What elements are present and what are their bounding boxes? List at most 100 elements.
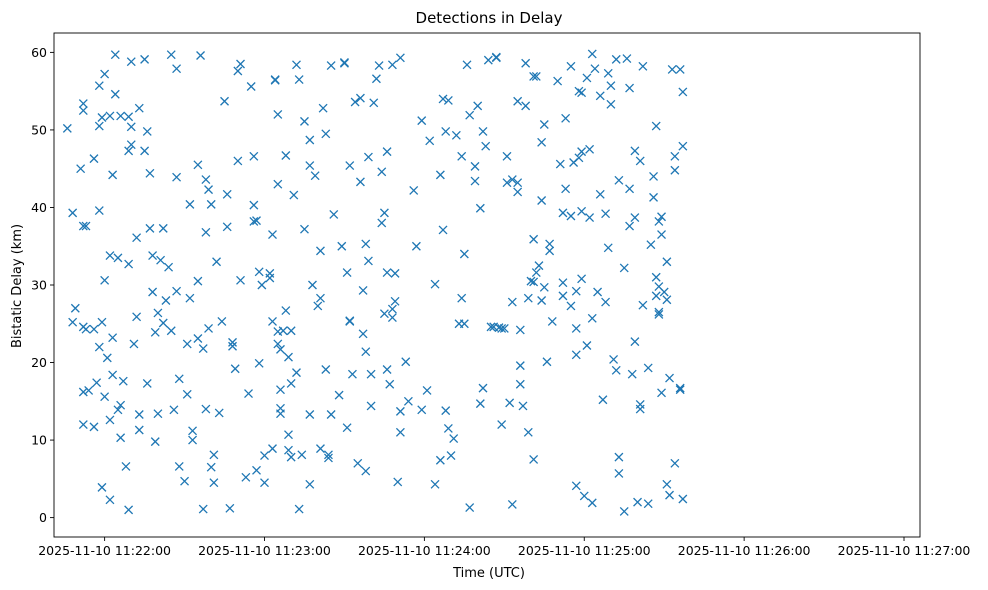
detection-marker (268, 316, 277, 326)
detection-marker (622, 54, 632, 64)
detection-marker (654, 216, 664, 226)
detection-marker (401, 357, 411, 367)
detection-marker (577, 274, 587, 284)
detection-marker (289, 190, 299, 200)
detection-marker (665, 373, 674, 383)
detection-marker (153, 308, 163, 318)
detection-marker (233, 66, 243, 76)
x-tick-label: 2025-11-10 11:25:00 (518, 543, 651, 558)
detection-marker (174, 374, 184, 384)
detection-marker (595, 91, 605, 101)
detection-marker (638, 61, 648, 71)
detection-marker (78, 221, 88, 231)
detection-marker (236, 275, 245, 285)
detection-marker (470, 161, 480, 171)
detection-marker (387, 304, 397, 314)
detection-marker (651, 272, 661, 282)
detection-marker (678, 141, 688, 151)
detection-marker (473, 101, 483, 111)
detection-marker (499, 323, 509, 333)
detection-marker (126, 122, 136, 132)
detection-marker (355, 93, 365, 103)
detection-marker (334, 390, 344, 400)
detection-marker (345, 161, 355, 171)
detection-marker (182, 339, 192, 349)
detection-marker (124, 259, 134, 269)
detection-marker (212, 257, 222, 267)
detection-marker (236, 59, 245, 69)
detection-marker (204, 323, 214, 333)
detection-marker (260, 478, 269, 488)
detection-marker (451, 130, 461, 140)
detection-marker (462, 60, 472, 70)
detection-marker (547, 316, 557, 326)
detection-marker (196, 51, 206, 60)
detection-marker (587, 498, 597, 508)
detection-marker (478, 127, 488, 136)
detection-marker (156, 255, 166, 265)
detection-marker (555, 159, 565, 169)
detection-marker (233, 156, 243, 166)
y-tick-label: 30 (31, 278, 47, 293)
detection-marker (276, 344, 285, 354)
detection-marker (395, 53, 405, 63)
detection-marker (606, 81, 616, 91)
detection-marker (342, 268, 352, 278)
detection-marker (201, 404, 211, 414)
detection-marker (166, 326, 176, 336)
detection-marker (449, 434, 459, 443)
detection-marker (430, 279, 440, 289)
detection-marker (94, 342, 104, 352)
detection-marker (542, 357, 552, 367)
detection-marker (430, 479, 440, 489)
detection-marker (113, 253, 123, 263)
detection-marker (459, 249, 469, 259)
detection-marker (347, 369, 357, 379)
detection-marker (651, 121, 661, 131)
detection-marker (220, 96, 229, 106)
detection-marker (571, 286, 581, 296)
detection-marker (132, 312, 142, 322)
detection-marker (284, 445, 293, 455)
detection-marker (300, 224, 309, 234)
detection-marker (497, 323, 507, 333)
detection-marker (582, 341, 592, 350)
detection-marker (513, 178, 523, 188)
detection-marker (94, 206, 104, 216)
detection-marker (601, 209, 611, 219)
detection-marker (97, 317, 107, 327)
x-tick-label: 2025-11-10 11:23:00 (198, 543, 331, 558)
detection-marker (355, 177, 365, 187)
detection-marker (206, 199, 216, 209)
detection-marker (70, 303, 80, 313)
detection-marker (635, 156, 645, 166)
detection-marker (142, 379, 152, 388)
detection-marker (531, 268, 541, 278)
detection-marker (124, 146, 134, 156)
x-tick-label: 2025-11-10 11:24:00 (358, 543, 491, 558)
detection-marker (675, 385, 685, 395)
detection-marker (441, 406, 451, 416)
detection-marker (609, 354, 619, 364)
detection-marker (97, 482, 107, 492)
detection-marker (497, 420, 507, 430)
detection-marker (62, 123, 72, 133)
detection-marker (625, 221, 635, 231)
detection-marker (513, 96, 523, 106)
detection-marker (305, 410, 315, 419)
detection-marker (379, 208, 389, 218)
detection-marker (665, 490, 674, 500)
detection-marker (76, 164, 86, 174)
detection-marker (649, 192, 658, 202)
detection-marker (345, 316, 355, 326)
detection-marker (529, 71, 539, 81)
plot-frame (53, 32, 921, 538)
detection-marker (361, 239, 371, 249)
detection-marker (598, 395, 608, 405)
x-tick-label: 2025-11-10 11:26:00 (678, 543, 811, 558)
detection-marker (329, 209, 339, 219)
y-tick-label: 60 (31, 45, 47, 60)
detection-marker (646, 240, 656, 250)
detection-marker (270, 75, 280, 85)
detection-marker (614, 452, 624, 462)
